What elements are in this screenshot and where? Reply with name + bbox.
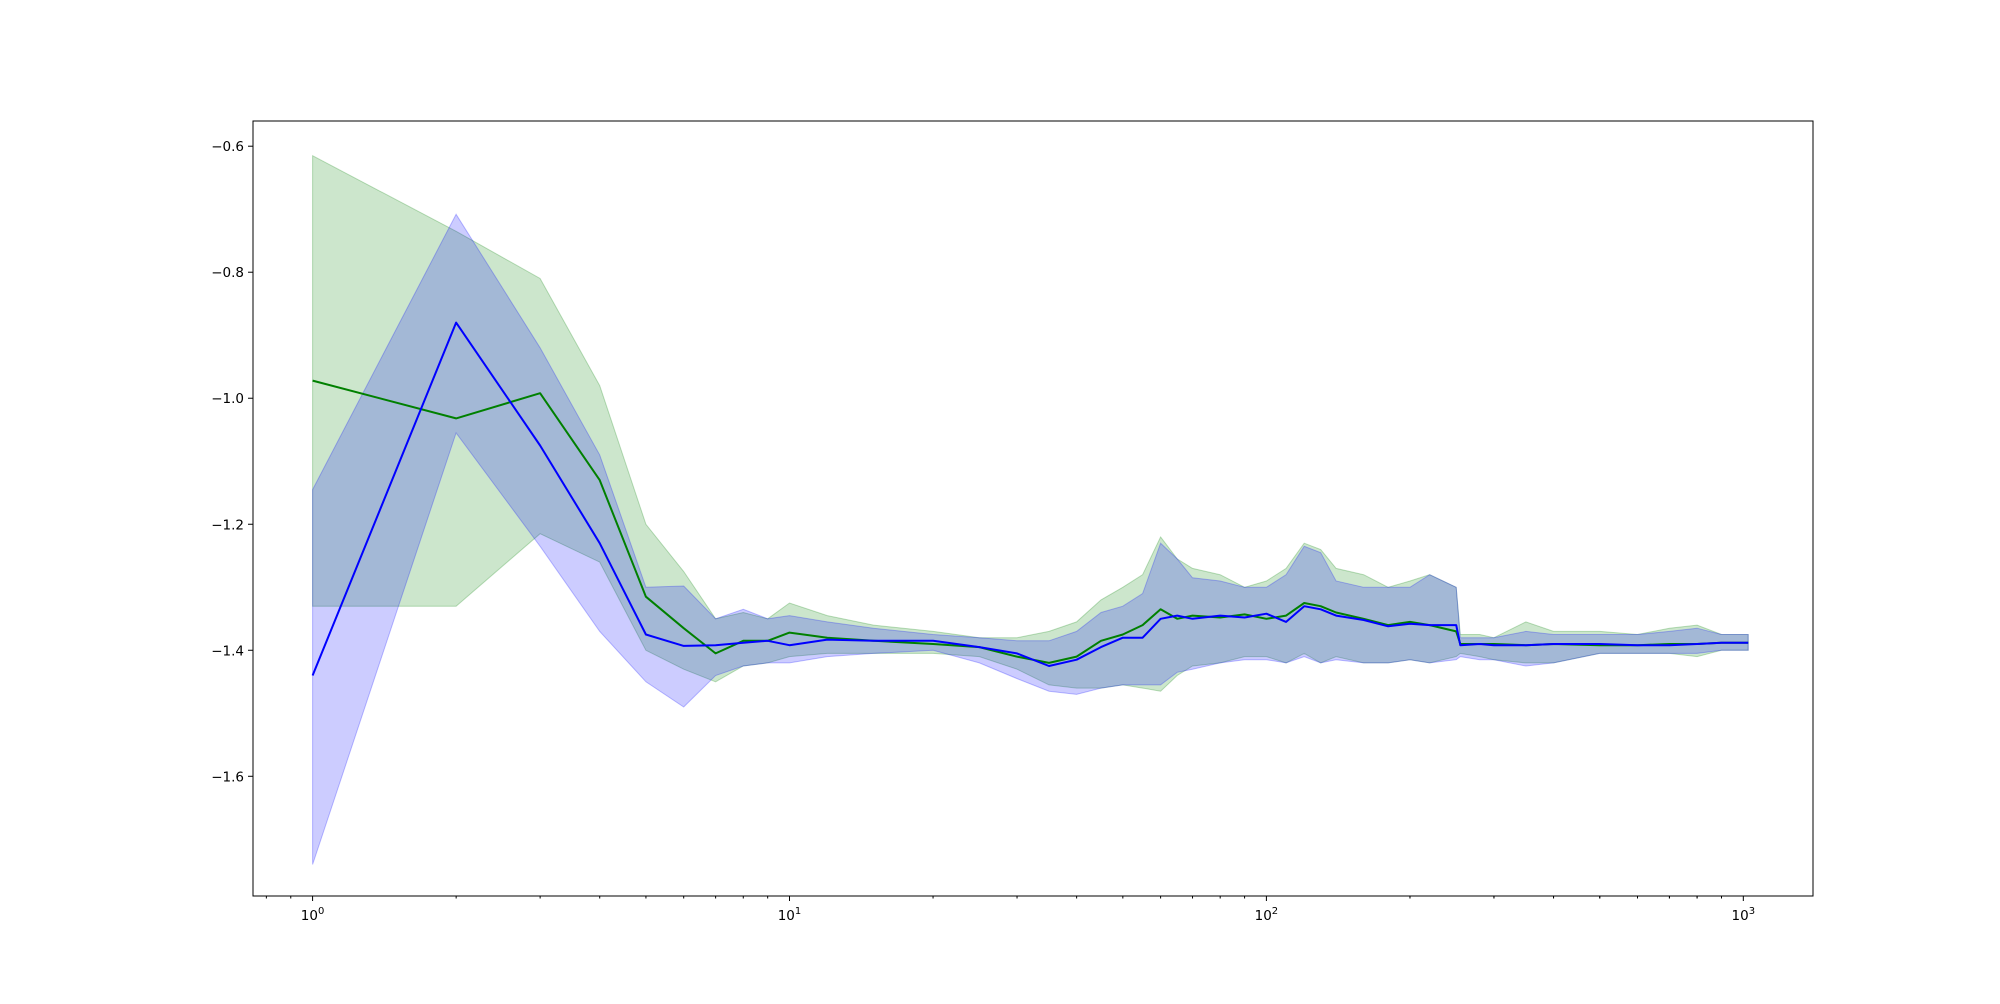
y-tick-label: −0.8 [211, 265, 244, 281]
plot-frame [252, 120, 1814, 897]
y-tick-label: −1.0 [211, 391, 244, 407]
x-axis: 100 101 102 103 [265, 896, 1756, 924]
y-tick-label: −1.6 [211, 769, 244, 785]
y-tick-label: −1.4 [211, 643, 244, 659]
series-lines [311, 321, 1749, 676]
series-0-band [312, 154, 1749, 692]
x-tick-label: 100 [301, 906, 325, 924]
y-tick-label: −0.6 [211, 139, 244, 155]
x-tick-label: 101 [778, 906, 802, 924]
series-1-line [311, 321, 1749, 676]
confidence-bands [312, 154, 1749, 865]
y-tick-label: −1.2 [211, 517, 244, 533]
y-axis: −0.6 −0.8 −1.0 −1.2 −1.4 −1.6 [211, 139, 253, 785]
x-tick-label: 102 [1255, 906, 1279, 924]
x-tick-label: 103 [1732, 906, 1756, 924]
series-1-band [312, 213, 1749, 865]
